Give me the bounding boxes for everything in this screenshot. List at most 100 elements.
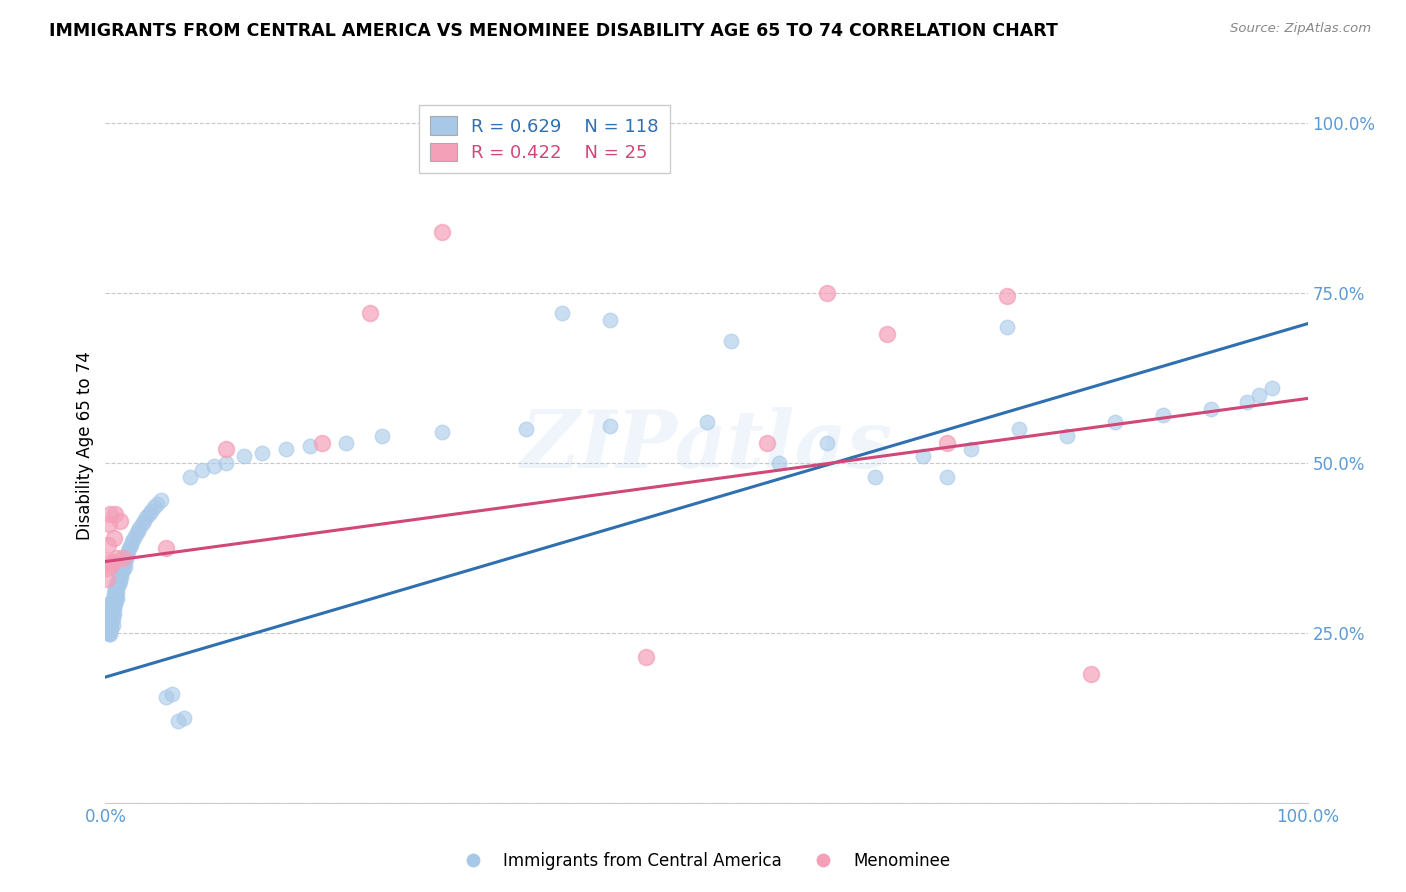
- Immigrants from Central America: [108, 568, 131, 582]
- Immigrants from Central America: [599, 418, 621, 433]
- Immigrants from Central America: [124, 531, 146, 545]
- Immigrants from Central America: [98, 623, 121, 637]
- Immigrants from Central America: [1201, 401, 1223, 416]
- Immigrants from Central America: [118, 541, 141, 555]
- Immigrants from Central America: [214, 456, 236, 470]
- Immigrants from Central America: [101, 607, 124, 621]
- Menominee: [96, 561, 118, 575]
- Immigrants from Central America: [103, 586, 125, 600]
- Immigrants from Central America: [298, 439, 321, 453]
- Immigrants from Central America: [104, 582, 127, 596]
- Immigrants from Central America: [1249, 388, 1271, 402]
- Immigrants from Central America: [1056, 429, 1078, 443]
- Immigrants from Central America: [108, 574, 131, 588]
- Legend: R = 0.629    N = 118, R = 0.422    N = 25: R = 0.629 N = 118, R = 0.422 N = 25: [419, 105, 669, 173]
- Immigrants from Central America: [114, 560, 136, 574]
- Immigrants from Central America: [97, 619, 120, 633]
- Menominee: [755, 435, 778, 450]
- Immigrants from Central America: [98, 614, 121, 628]
- Immigrants from Central America: [97, 606, 120, 620]
- Immigrants from Central America: [98, 624, 121, 639]
- Immigrants from Central America: [815, 435, 838, 450]
- Menominee: [430, 225, 453, 239]
- Y-axis label: Disability Age 65 to 74: Disability Age 65 to 74: [76, 351, 94, 541]
- Immigrants from Central America: [97, 612, 120, 626]
- Menominee: [636, 649, 658, 664]
- Immigrants from Central America: [720, 334, 742, 348]
- Immigrants from Central America: [98, 602, 121, 616]
- Immigrants from Central America: [111, 561, 134, 575]
- Immigrants from Central America: [863, 469, 886, 483]
- Immigrants from Central America: [100, 595, 122, 609]
- Menominee: [214, 442, 236, 457]
- Immigrants from Central America: [1008, 422, 1031, 436]
- Immigrants from Central America: [132, 514, 155, 528]
- Immigrants from Central America: [105, 593, 128, 607]
- Immigrants from Central America: [100, 612, 122, 626]
- Immigrants from Central America: [107, 585, 129, 599]
- Immigrants from Central America: [96, 612, 118, 626]
- Menominee: [995, 289, 1018, 303]
- Immigrants from Central America: [202, 459, 225, 474]
- Immigrants from Central America: [1104, 415, 1126, 429]
- Immigrants from Central America: [117, 544, 139, 558]
- Immigrants from Central America: [173, 711, 195, 725]
- Immigrants from Central America: [105, 578, 128, 592]
- Immigrants from Central America: [131, 517, 153, 532]
- Menominee: [103, 531, 125, 545]
- Immigrants from Central America: [128, 520, 150, 534]
- Immigrants from Central America: [1236, 394, 1258, 409]
- Immigrants from Central America: [98, 617, 121, 632]
- Immigrants from Central America: [112, 558, 135, 572]
- Immigrants from Central America: [232, 449, 254, 463]
- Immigrants from Central America: [107, 591, 129, 605]
- Immigrants from Central America: [98, 608, 121, 623]
- Immigrants from Central America: [98, 614, 121, 628]
- Immigrants from Central America: [98, 627, 121, 641]
- Immigrants from Central America: [995, 320, 1018, 334]
- Immigrants from Central America: [430, 425, 453, 440]
- Immigrants from Central America: [96, 619, 118, 633]
- Immigrants from Central America: [139, 503, 162, 517]
- Immigrants from Central America: [101, 602, 124, 616]
- Immigrants from Central America: [104, 586, 127, 600]
- Immigrants from Central America: [115, 548, 138, 562]
- Immigrants from Central America: [103, 598, 125, 612]
- Immigrants from Central America: [115, 551, 138, 566]
- Immigrants from Central America: [104, 598, 127, 612]
- Immigrants from Central America: [101, 612, 124, 626]
- Immigrants from Central America: [138, 507, 160, 521]
- Immigrants from Central America: [96, 615, 118, 630]
- Immigrants from Central America: [250, 446, 273, 460]
- Menominee: [311, 435, 333, 450]
- Immigrants from Central America: [100, 607, 122, 621]
- Immigrants from Central America: [107, 572, 129, 586]
- Immigrants from Central America: [103, 607, 125, 621]
- Immigrants from Central America: [696, 415, 718, 429]
- Immigrants from Central America: [100, 602, 122, 616]
- Menominee: [107, 551, 129, 566]
- Menominee: [1080, 666, 1102, 681]
- Immigrants from Central America: [98, 627, 121, 641]
- Menominee: [155, 541, 177, 555]
- Immigrants from Central America: [114, 555, 136, 569]
- Immigrants from Central America: [112, 563, 135, 577]
- Menominee: [101, 555, 124, 569]
- Immigrants from Central America: [98, 619, 121, 633]
- Immigrants from Central America: [155, 690, 177, 705]
- Menominee: [104, 507, 127, 521]
- Immigrants from Central America: [107, 577, 129, 591]
- Menominee: [112, 551, 135, 566]
- Menominee: [98, 507, 121, 521]
- Immigrants from Central America: [100, 623, 122, 637]
- Immigrants from Central America: [124, 527, 146, 541]
- Immigrants from Central America: [98, 620, 121, 634]
- Menominee: [97, 555, 120, 569]
- Immigrants from Central America: [105, 583, 128, 598]
- Immigrants from Central America: [107, 574, 129, 589]
- Menominee: [108, 514, 131, 528]
- Menominee: [876, 326, 898, 341]
- Menominee: [100, 558, 122, 572]
- Immigrants from Central America: [97, 626, 120, 640]
- Immigrants from Central America: [96, 608, 118, 623]
